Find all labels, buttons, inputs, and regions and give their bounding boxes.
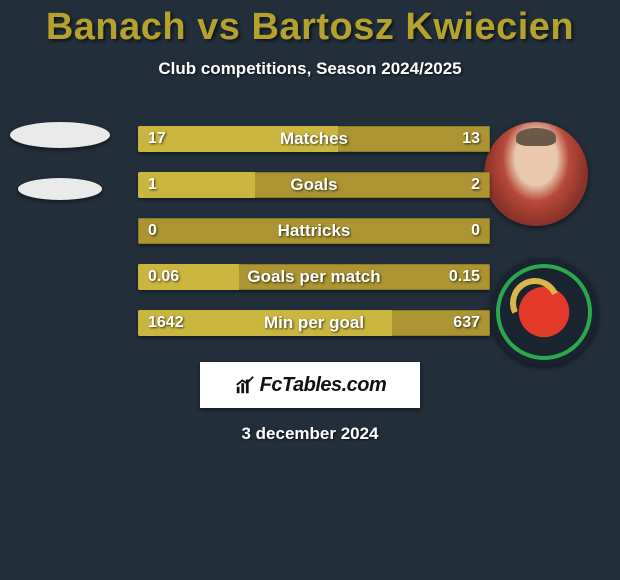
- stat-label: Hattricks: [138, 218, 490, 244]
- subtitle: Club competitions, Season 2024/2025: [0, 59, 620, 79]
- brand-text: FcTables.com: [260, 374, 387, 397]
- stat-row: 1713Matches: [138, 126, 490, 152]
- stat-label: Goals: [138, 172, 490, 198]
- fctables-brand: FcTables.com: [200, 362, 420, 408]
- stat-row: 1642637Min per goal: [138, 310, 490, 336]
- badge-swirl: [503, 271, 567, 335]
- chart-icon: [234, 374, 256, 396]
- date-text: 3 december 2024: [0, 424, 620, 444]
- stat-label: Goals per match: [138, 264, 490, 290]
- stat-row: 00Hattricks: [138, 218, 490, 244]
- comparison-rows: 1713Matches 12Goals 00Hattricks 0.060.15Goa…: [138, 126, 490, 356]
- stat-row: 12Goals: [138, 172, 490, 198]
- stat-row: 0.060.15Goals per match: [138, 264, 490, 290]
- ellipse-shape: [10, 122, 110, 148]
- player-photo-right: [484, 122, 588, 226]
- club-badge-right: [490, 258, 598, 366]
- stat-label: Min per goal: [138, 310, 490, 336]
- ellipse-shape: [18, 178, 102, 200]
- badge-ring: [496, 264, 592, 360]
- stat-label: Matches: [138, 126, 490, 152]
- left-player-placeholder: [10, 122, 110, 200]
- page-title: Banach vs Bartosz Kwiecien: [0, 0, 620, 49]
